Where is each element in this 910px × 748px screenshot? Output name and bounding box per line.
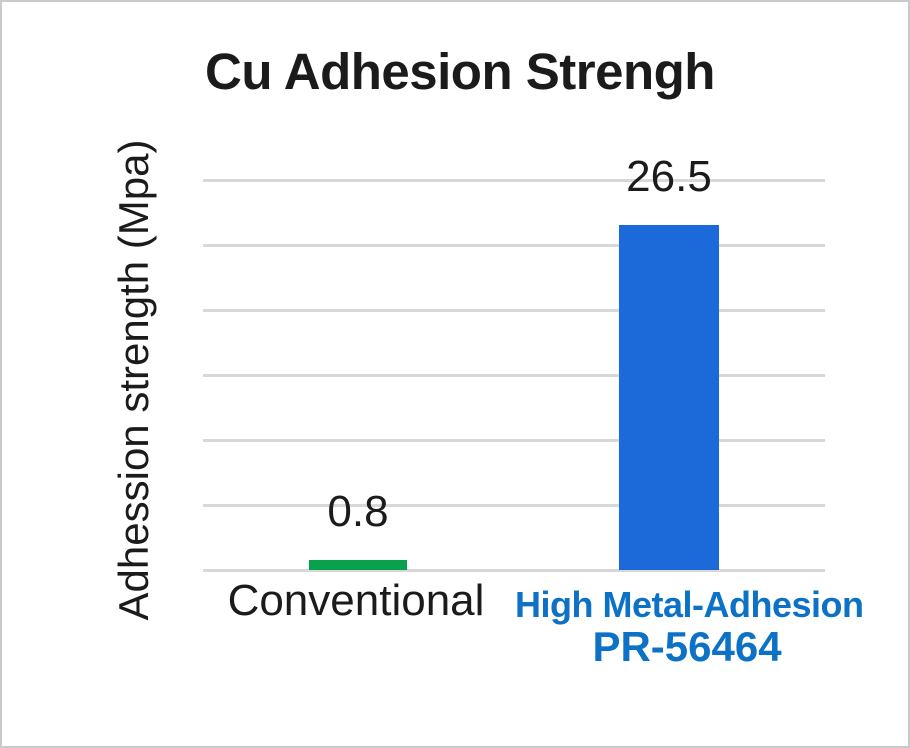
gridline bbox=[203, 308, 825, 312]
gridline bbox=[203, 178, 825, 182]
category-label-conventional: Conventional bbox=[227, 576, 485, 625]
value-label-conventional: 0.8 bbox=[327, 487, 389, 536]
gridline bbox=[203, 373, 825, 377]
gridline bbox=[203, 503, 825, 507]
category-label-high-metal-adhesion: High Metal-Adhesion bbox=[515, 584, 864, 625]
gridline bbox=[203, 568, 825, 572]
category-label-pr-56464: PR-56464 bbox=[592, 623, 782, 670]
y-axis-label: Adhession strength (Mpa) bbox=[110, 139, 157, 621]
bar-conventional bbox=[309, 560, 407, 570]
value-label-high-metal-adhesion: 26.5 bbox=[626, 152, 712, 201]
gridline bbox=[203, 438, 825, 442]
chart-title: Cu Adhesion Strengh bbox=[205, 43, 715, 100]
gridline bbox=[203, 243, 825, 247]
plot-area bbox=[203, 178, 825, 572]
bar-high-metal-adhesion bbox=[619, 225, 719, 570]
